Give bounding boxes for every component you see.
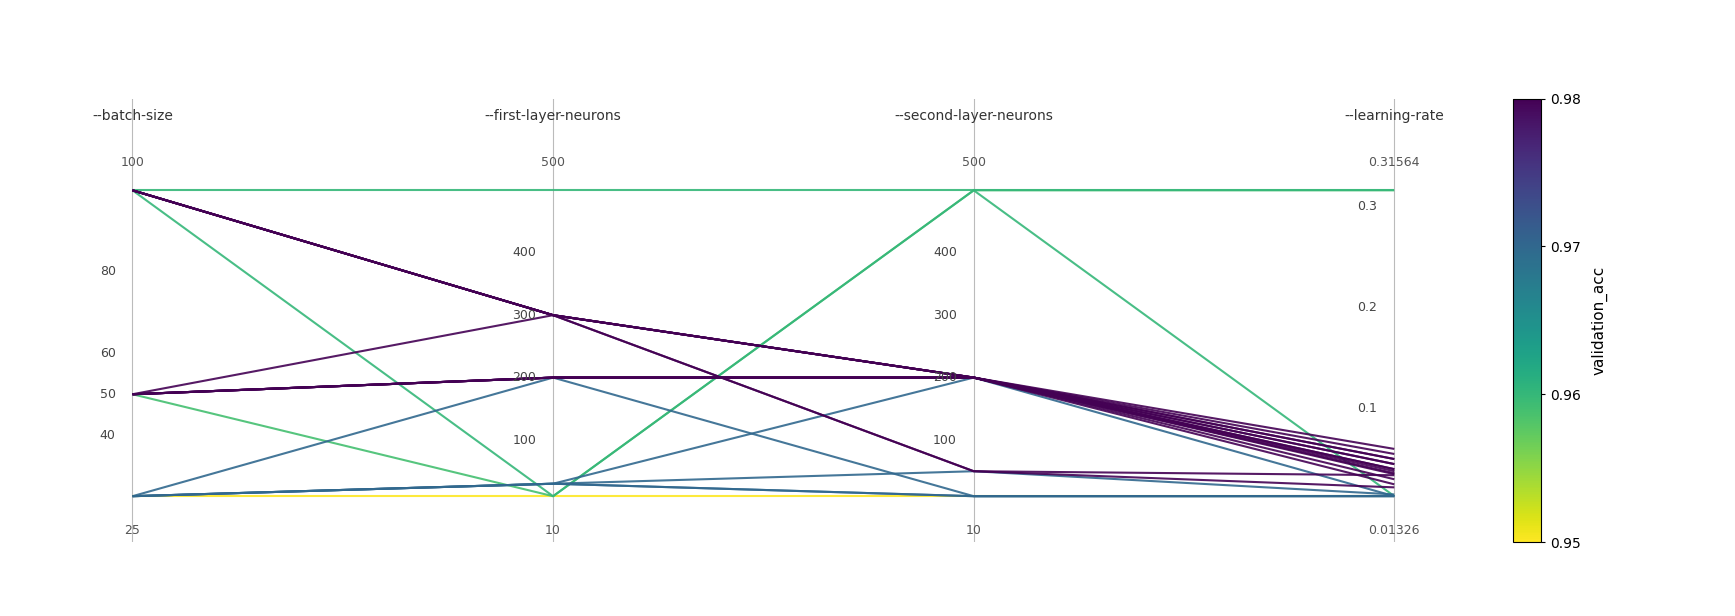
Text: 0.2: 0.2 — [1357, 301, 1378, 314]
Text: 0.31564: 0.31564 — [1369, 156, 1419, 169]
Text: 10: 10 — [966, 524, 982, 537]
Text: 50: 50 — [99, 387, 116, 401]
Text: 100: 100 — [512, 434, 536, 447]
Text: --second-layer-neurons: --second-layer-neurons — [894, 109, 1053, 123]
Text: 500: 500 — [961, 156, 985, 169]
Text: 300: 300 — [512, 309, 536, 322]
Text: 200: 200 — [933, 371, 958, 384]
Text: 500: 500 — [541, 156, 566, 169]
Text: 100: 100 — [120, 156, 144, 169]
Text: 25: 25 — [125, 524, 141, 537]
Text: 80: 80 — [99, 265, 116, 278]
Text: 200: 200 — [512, 371, 536, 384]
Text: --learning-rate: --learning-rate — [1345, 109, 1444, 123]
Text: 10: 10 — [545, 524, 560, 537]
Text: 60: 60 — [101, 347, 116, 360]
Text: 300: 300 — [933, 309, 958, 322]
Text: --batch-size: --batch-size — [92, 109, 174, 123]
Y-axis label: validation_acc: validation_acc — [1591, 265, 1608, 375]
Text: 0.3: 0.3 — [1357, 200, 1378, 213]
Text: 100: 100 — [933, 434, 958, 447]
Text: 0.1: 0.1 — [1357, 402, 1378, 415]
Text: 400: 400 — [512, 246, 536, 259]
Text: 0.01326: 0.01326 — [1369, 524, 1419, 537]
Text: --first-layer-neurons: --first-layer-neurons — [484, 109, 621, 123]
Text: 400: 400 — [933, 246, 958, 259]
Text: 40: 40 — [101, 429, 116, 442]
